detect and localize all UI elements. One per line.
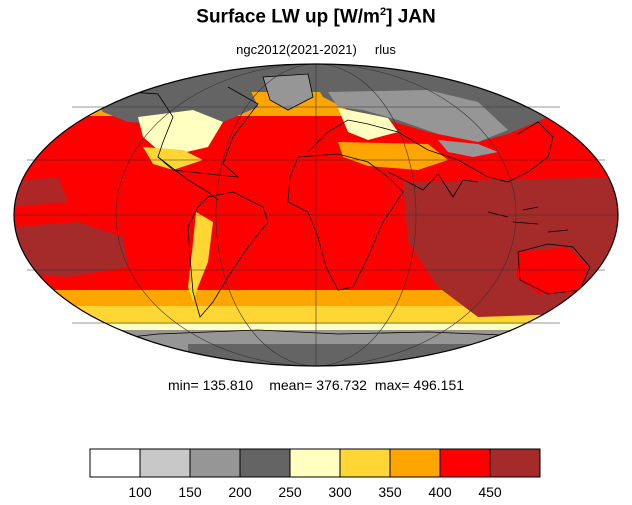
variable-label: rlus xyxy=(374,42,396,57)
colorbar-swatch xyxy=(339,448,391,478)
colorbar-tick-label: 200 xyxy=(228,484,252,500)
min-value: 135.810 xyxy=(202,377,254,393)
warm-pool-pacific-west xyxy=(14,222,128,277)
map-border xyxy=(13,63,619,367)
north-america-yellow xyxy=(143,147,203,170)
australia-red xyxy=(516,247,588,294)
eurasia-light xyxy=(328,90,508,142)
colorbar-tick-label: 250 xyxy=(278,484,302,500)
colorbar-swatch xyxy=(489,448,541,478)
himalaya-gray xyxy=(438,140,498,157)
coast-arabia-india xyxy=(387,171,479,198)
coast-africa xyxy=(287,153,404,291)
chart-subtitle: ngc2012(2021-2021) rlus xyxy=(0,42,632,57)
colorbar-tick-label: 400 xyxy=(428,484,452,500)
coast-greenland xyxy=(262,73,314,111)
colorbar-swatch xyxy=(89,448,141,478)
colorbar-swatch xyxy=(289,448,341,478)
colorbar-swatch xyxy=(439,448,491,478)
chart-title: Surface LW up [W/m2] JAN xyxy=(196,6,436,28)
colorbar-tick-label: 450 xyxy=(478,484,502,500)
south-america-yellow xyxy=(188,212,213,302)
colorbar-swatch xyxy=(189,448,241,478)
mean-value: 376.732 xyxy=(316,377,367,393)
colorbar-tick-label: 350 xyxy=(378,484,402,500)
colorbar-swatch xyxy=(389,448,441,478)
middle-east-orange xyxy=(338,142,448,170)
colorbar-swatch xyxy=(239,448,291,478)
colorbar-swatch xyxy=(139,448,191,478)
coast-australia xyxy=(517,243,591,295)
colorbar-tick-label: 300 xyxy=(328,484,352,500)
colorbar-tick-label: 100 xyxy=(128,484,152,500)
greenland-gray xyxy=(263,74,313,110)
coast-indonesia xyxy=(487,206,569,233)
colorbar-tick-label: 150 xyxy=(178,484,202,500)
coast-europe-asia xyxy=(307,119,554,183)
world-map xyxy=(13,63,619,367)
max-value: 496.151 xyxy=(413,377,465,393)
run-label: ngc2012(2021-2021) xyxy=(236,42,357,57)
warm-pool-pacific-east xyxy=(14,177,68,207)
coast-south-america xyxy=(187,191,269,318)
statistics-line: min= 135.810 mean= 376.732 max= 496.151 xyxy=(167,377,465,393)
